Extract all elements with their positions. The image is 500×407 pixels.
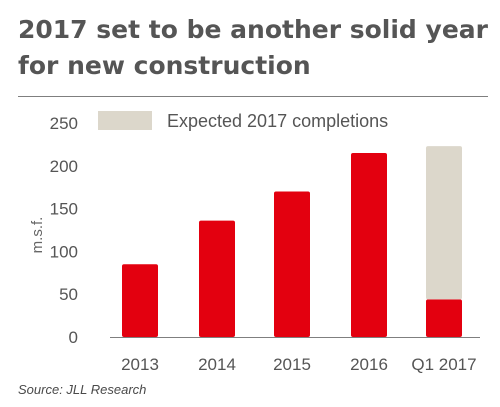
- chart-title: 2017 set to be another solid year for ne…: [18, 15, 488, 80]
- bar-chart: Expected 2017 completions m.s.f. 0 50 100 1…: [29, 111, 480, 374]
- bar-completions: [351, 152, 387, 337]
- y-tick-label: 50: [59, 285, 78, 304]
- x-tick-label: 2016: [350, 355, 388, 374]
- bar-completions: [274, 191, 310, 337]
- source-note: Source: JLL Research: [18, 382, 147, 397]
- y-axis-label: m.s.f.: [29, 217, 46, 254]
- y-axis-ticks: 0 50 100 150 200 250: [50, 114, 78, 347]
- x-axis-ticks: 2013 2014 2015 2016 Q1 2017: [121, 355, 477, 374]
- x-tick-label: 2013: [121, 355, 159, 374]
- x-tick-label: 2014: [198, 355, 236, 374]
- bar-completions: [426, 299, 462, 337]
- legend-label-expected: Expected 2017 completions: [167, 111, 388, 131]
- y-tick-label: 0: [69, 328, 78, 347]
- bar-completions: [199, 220, 235, 337]
- y-tick-label: 150: [50, 200, 78, 219]
- x-tick-label: 2015: [273, 355, 311, 374]
- bar-completions: [122, 264, 158, 337]
- x-tick-label: Q1 2017: [411, 355, 476, 374]
- legend-swatch-expected: [98, 111, 152, 130]
- title-divider: [18, 96, 488, 97]
- y-tick-label: 100: [50, 242, 78, 261]
- legend: Expected 2017 completions: [98, 111, 388, 131]
- bar-expected-completions: [426, 146, 462, 300]
- bars: [122, 146, 462, 337]
- y-tick-label: 250: [50, 114, 78, 133]
- y-tick-label: 200: [50, 157, 78, 176]
